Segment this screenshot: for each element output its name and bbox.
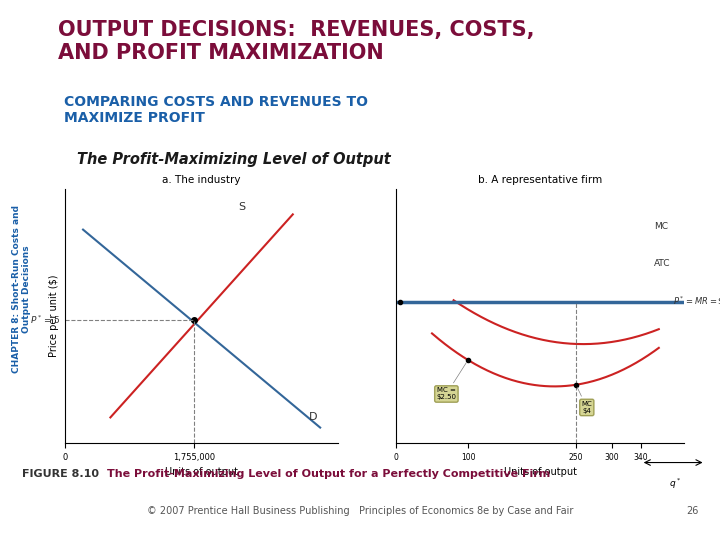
- Y-axis label: Price per unit ($): Price per unit ($): [49, 275, 59, 357]
- Text: FIGURE 8.10: FIGURE 8.10: [22, 469, 107, 479]
- X-axis label: Units of output: Units of output: [165, 467, 238, 477]
- Title: a. The industry: a. The industry: [162, 176, 241, 185]
- Text: $q^*$: $q^*$: [669, 477, 681, 491]
- Text: © 2007 Prentice Hall Business Publishing   Principles of Economics 8e by Case an: © 2007 Prentice Hall Business Publishing…: [147, 506, 573, 516]
- Text: The Profit-Maximizing Level of Output for a Perfectly Competitive Firm: The Profit-Maximizing Level of Output fo…: [107, 469, 550, 479]
- Text: MC
$4: MC $4: [577, 387, 592, 414]
- Title: b. A representative firm: b. A representative firm: [478, 176, 602, 185]
- Text: $P^* = 5$: $P^* = 5$: [30, 314, 60, 326]
- Text: MC = $5.70: MC = $5.70: [0, 539, 1, 540]
- Text: The Profit-Maximizing Level of Output: The Profit-Maximizing Level of Output: [77, 152, 391, 167]
- Text: MC: MC: [654, 222, 667, 231]
- Text: S: S: [238, 202, 246, 212]
- Text: ATC: ATC: [654, 259, 670, 268]
- Text: MC =
$2.50: MC = $2.50: [436, 362, 467, 401]
- Text: CHAPTER 8: Short-Run Costs and
Output Decisions: CHAPTER 8: Short-Run Costs and Output De…: [12, 205, 31, 373]
- Text: $P^* = MR = \$5$: $P^* = MR = \$5$: [673, 295, 720, 308]
- Text: D: D: [309, 413, 318, 422]
- Text: COMPARING COSTS AND REVENUES TO
MAXIMIZE PROFIT: COMPARING COSTS AND REVENUES TO MAXIMIZE…: [64, 95, 368, 125]
- Text: OUTPUT DECISIONS:  REVENUES, COSTS,
AND PROFIT MAXIMIZATION: OUTPUT DECISIONS: REVENUES, COSTS, AND P…: [58, 19, 534, 63]
- Text: 26: 26: [686, 506, 698, 516]
- X-axis label: Units of output: Units of output: [503, 467, 577, 477]
